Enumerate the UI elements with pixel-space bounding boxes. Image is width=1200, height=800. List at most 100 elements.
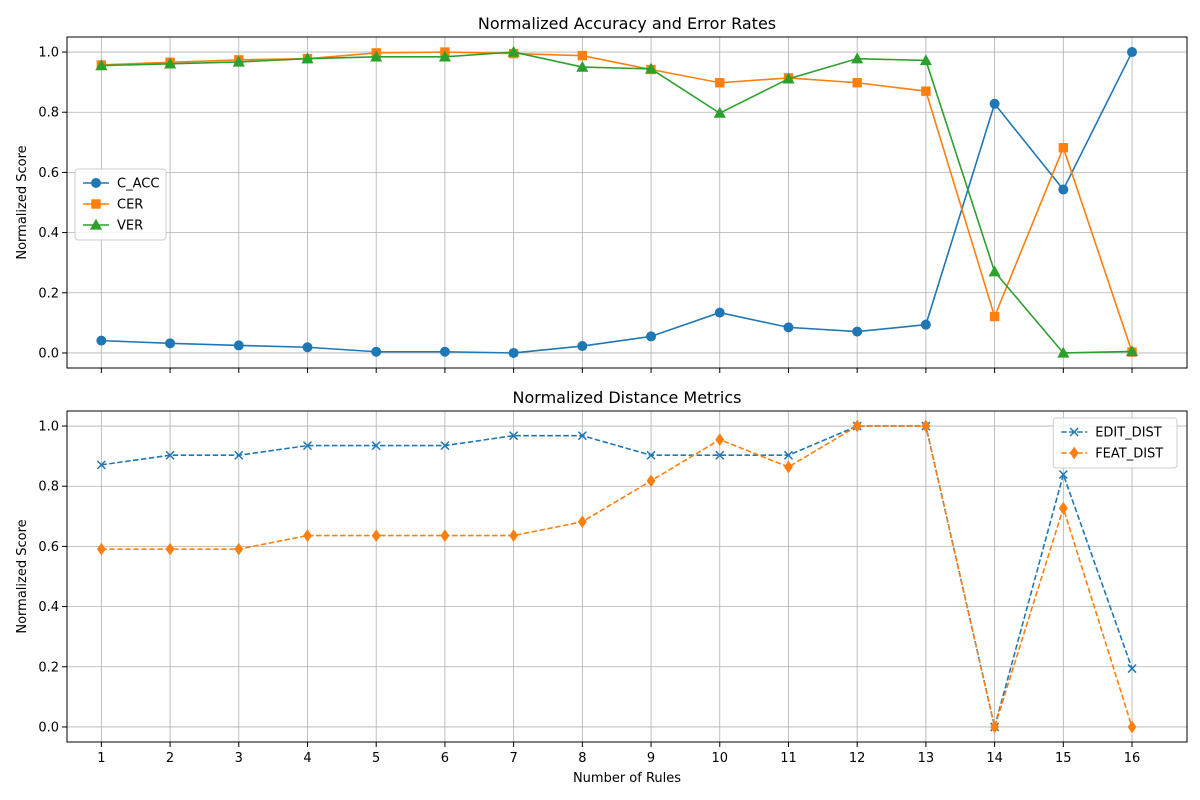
series-line bbox=[101, 51, 1133, 353]
legend-box bbox=[1052, 417, 1178, 469]
data-point bbox=[1058, 143, 1069, 153]
data-point bbox=[988, 265, 1001, 277]
data-point bbox=[852, 419, 862, 433]
data-point bbox=[646, 450, 656, 460]
data-point bbox=[920, 319, 931, 330]
x-tick-label: 1 bbox=[97, 751, 105, 766]
y-tick-label: 0.0 bbox=[38, 720, 59, 735]
data-point bbox=[233, 340, 244, 351]
x-tick-label: 7 bbox=[509, 751, 517, 766]
y-axis-label: Normalized Score bbox=[15, 145, 30, 259]
y-tick-label: 0.4 bbox=[38, 226, 59, 241]
y-tick-label: 0.4 bbox=[38, 600, 59, 615]
legend-label: C_ACC bbox=[117, 177, 159, 192]
axes-frame bbox=[66, 36, 1188, 369]
data-point bbox=[990, 720, 1000, 734]
data-point bbox=[921, 86, 931, 96]
data-point bbox=[165, 338, 176, 349]
data-point bbox=[784, 460, 793, 474]
data-point bbox=[508, 347, 519, 358]
data-point bbox=[576, 60, 589, 72]
data-point bbox=[715, 450, 725, 460]
data-point bbox=[919, 54, 932, 66]
data-point bbox=[1127, 47, 1138, 58]
data-point bbox=[164, 57, 177, 69]
data-point bbox=[165, 450, 175, 460]
data-point bbox=[852, 78, 862, 88]
x-tick-label: 15 bbox=[1055, 751, 1072, 766]
data-point bbox=[1057, 346, 1070, 358]
data-point bbox=[577, 431, 587, 441]
y-tick-label: 0.8 bbox=[38, 480, 59, 495]
data-point bbox=[1058, 469, 1068, 480]
x-tick-label: 6 bbox=[441, 751, 449, 766]
data-point bbox=[96, 542, 106, 556]
data-point bbox=[714, 307, 725, 318]
data-point bbox=[232, 55, 245, 67]
x-tick-label: 10 bbox=[711, 751, 728, 766]
data-point bbox=[371, 529, 381, 542]
legend-label: EDIT_DIST bbox=[1095, 426, 1162, 441]
data-point bbox=[644, 62, 658, 74]
data-point bbox=[95, 59, 108, 71]
y-tick-label: 0.8 bbox=[38, 106, 59, 121]
chart-title: Normalized Distance Metrics bbox=[513, 388, 742, 407]
legend-swatch-marker bbox=[1069, 446, 1079, 460]
data-point bbox=[577, 341, 588, 352]
y-tick-label: 1.0 bbox=[38, 420, 59, 435]
x-tick-label: 16 bbox=[1124, 751, 1141, 766]
data-point bbox=[577, 515, 587, 529]
x-tick-label: 5 bbox=[372, 751, 380, 766]
data-point bbox=[507, 45, 520, 57]
data-point bbox=[921, 419, 931, 433]
data-point bbox=[370, 50, 383, 62]
data-point bbox=[165, 542, 175, 556]
data-point bbox=[303, 529, 312, 542]
x-tick-label: 11 bbox=[780, 751, 797, 766]
x-axis-label: Number of Rules bbox=[573, 771, 681, 786]
data-point bbox=[646, 331, 657, 342]
y-axis-label: Normalized Score bbox=[15, 519, 30, 633]
x-tick-label: 8 bbox=[578, 751, 586, 766]
data-point bbox=[715, 78, 725, 88]
y-tick-label: 0.0 bbox=[38, 346, 59, 361]
data-point bbox=[302, 342, 313, 353]
data-point bbox=[440, 441, 450, 451]
data-point bbox=[1127, 720, 1137, 734]
x-tick-label: 9 bbox=[647, 751, 655, 766]
series-ver bbox=[95, 45, 1139, 358]
data-point bbox=[302, 441, 313, 451]
series-line bbox=[101, 51, 1133, 354]
series-edit-dist bbox=[96, 421, 1137, 732]
data-point bbox=[438, 50, 451, 62]
legend-label: CER bbox=[117, 198, 143, 213]
y-tick-label: 1.0 bbox=[38, 46, 59, 61]
data-point bbox=[989, 311, 1000, 322]
data-point bbox=[646, 474, 656, 488]
chart-title: Normalized Accuracy and Error Rates bbox=[478, 14, 776, 33]
y-tick-label: 0.6 bbox=[38, 166, 59, 181]
x-tick-label: 2 bbox=[166, 751, 174, 766]
data-point bbox=[439, 346, 450, 357]
x-tick-label: 13 bbox=[918, 751, 935, 766]
x-tick-label: 4 bbox=[303, 751, 311, 766]
legend: EDIT_DIST FEAT_DIST bbox=[1052, 417, 1178, 469]
legend-swatch-marker bbox=[91, 178, 101, 188]
data-point bbox=[509, 529, 519, 542]
legend-label: FEAT_DIST bbox=[1095, 447, 1163, 462]
axes-frame bbox=[66, 410, 1188, 743]
data-point bbox=[989, 98, 1000, 109]
series-line bbox=[101, 425, 1133, 728]
x-tick-label: 3 bbox=[235, 751, 243, 766]
legend-swatch-marker bbox=[1069, 427, 1079, 437]
data-point bbox=[1058, 501, 1068, 515]
series-line bbox=[101, 425, 1133, 731]
legend-swatch-marker bbox=[89, 218, 103, 230]
series-line bbox=[101, 51, 1133, 354]
chart-distance-metrics: Normalized Distance Metrics 0.0 0.2 0.4 0.6 0… bbox=[15, 388, 1188, 786]
data-point bbox=[96, 335, 107, 346]
data-point bbox=[783, 322, 794, 333]
series-feat-dist bbox=[96, 419, 1137, 734]
data-point bbox=[371, 346, 382, 357]
